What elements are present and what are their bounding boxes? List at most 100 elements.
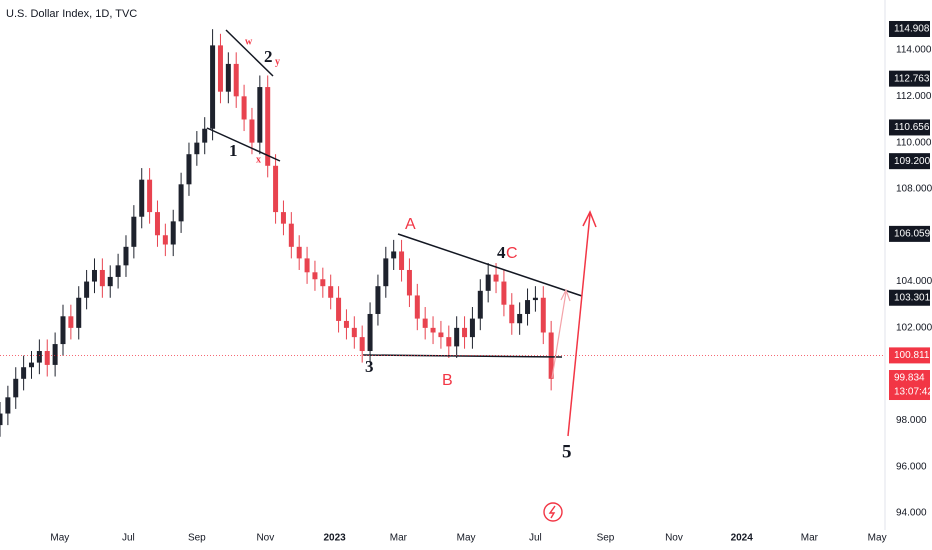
candle-body xyxy=(0,413,3,426)
candle-body xyxy=(336,297,342,321)
trendline xyxy=(206,127,281,162)
candle-body xyxy=(170,221,176,245)
price-label: 112.763 xyxy=(894,73,930,84)
candle-body xyxy=(225,63,231,92)
wave-label: 1 xyxy=(229,141,238,160)
arrow-head xyxy=(560,288,571,302)
y-tick-label: 114.000 xyxy=(896,45,932,56)
candle-body xyxy=(462,327,468,338)
candle-body xyxy=(477,290,483,319)
candle-body xyxy=(399,251,405,270)
x-tick-label: Nov xyxy=(256,533,274,544)
candle-body xyxy=(178,184,184,222)
logo-ring xyxy=(543,502,563,522)
x-tick-label: Nov xyxy=(665,533,683,544)
wave-label: 3 xyxy=(365,357,374,376)
price-label-box xyxy=(889,70,930,87)
candle-body xyxy=(493,274,499,282)
price-label-box xyxy=(889,347,930,364)
candle-body xyxy=(76,297,82,328)
candle-body xyxy=(532,297,538,301)
wave-label: 4 xyxy=(497,243,506,262)
candle-body xyxy=(217,45,223,92)
wave-label: B xyxy=(442,372,453,389)
candle-body xyxy=(13,378,19,398)
candle-body xyxy=(241,96,247,120)
x-tick-label: Mar xyxy=(801,533,819,544)
price-label-box xyxy=(889,370,930,401)
countdown: 13:07:42 xyxy=(894,387,932,398)
price-label: 114.908 xyxy=(894,24,930,35)
candle-body xyxy=(265,87,271,166)
candle-body xyxy=(383,258,389,287)
candle-body xyxy=(115,265,121,277)
logo xyxy=(543,502,563,522)
trendline xyxy=(225,29,274,77)
candle-body xyxy=(430,327,436,333)
candle-body xyxy=(501,281,507,305)
candle-body xyxy=(406,269,412,296)
candle-body xyxy=(454,327,460,347)
candle-body xyxy=(320,279,326,287)
candle-body xyxy=(391,251,397,259)
x-tick-label: 2024 xyxy=(731,533,754,544)
candle-body xyxy=(304,258,310,273)
candle-body xyxy=(60,316,66,345)
marks xyxy=(0,29,554,437)
candle-body xyxy=(509,304,515,324)
candle-body xyxy=(68,316,74,328)
candle-body xyxy=(438,332,444,338)
wave-label: A xyxy=(405,216,416,233)
candle-body xyxy=(296,246,302,259)
y-tick-label: 96.000 xyxy=(896,461,927,472)
wave-label: 2 xyxy=(264,47,273,66)
x-tick-label: Sep xyxy=(597,533,615,544)
price-label-box xyxy=(889,289,930,306)
candle-body xyxy=(202,128,208,143)
candle-body xyxy=(194,142,200,155)
candle-body xyxy=(36,351,42,363)
candle-body xyxy=(186,154,192,185)
candle-body xyxy=(446,337,452,347)
candle-body xyxy=(280,212,286,224)
x-tick-label: Mar xyxy=(390,533,408,544)
x-tick-label: May xyxy=(457,533,476,544)
arrow xyxy=(551,291,567,379)
candle-body xyxy=(131,216,137,247)
candle-body xyxy=(139,179,145,217)
candle-body xyxy=(52,344,58,365)
candle-body xyxy=(367,313,373,352)
candle-body xyxy=(351,327,357,338)
arrow-head xyxy=(582,210,597,228)
candle-body xyxy=(154,212,160,236)
price-label: 106.059 xyxy=(894,229,931,240)
wave-label: x xyxy=(256,154,261,165)
candle-body xyxy=(328,286,334,298)
y-tick-label: 112.000 xyxy=(896,91,932,102)
arrow xyxy=(567,213,591,437)
wave-label: y xyxy=(275,56,280,67)
candle-body xyxy=(548,332,554,379)
candle-body xyxy=(28,362,34,368)
candle-body xyxy=(312,272,318,280)
price-label-box xyxy=(889,153,930,170)
candle-body xyxy=(91,269,97,282)
price-label: 99.834 xyxy=(894,373,925,384)
chart-title: U.S. Dollar Index, 1D, TVC xyxy=(6,8,137,20)
logo-bolt xyxy=(548,505,556,519)
price-label-box xyxy=(889,20,930,37)
price-label: 110.656 xyxy=(894,122,930,133)
x-tick-label: 2023 xyxy=(324,533,347,544)
price-label: 109.200 xyxy=(894,156,931,167)
candle-body xyxy=(210,45,216,129)
y-tick-label: 98.000 xyxy=(896,415,927,426)
candle-body xyxy=(525,300,531,314)
candle-body xyxy=(123,246,129,266)
x-tick-label: Jul xyxy=(122,533,135,544)
candle-body xyxy=(147,179,153,213)
y-tick-label: 102.000 xyxy=(896,323,932,334)
y-tick-label: 94.000 xyxy=(896,508,927,519)
candle-body xyxy=(359,337,365,352)
